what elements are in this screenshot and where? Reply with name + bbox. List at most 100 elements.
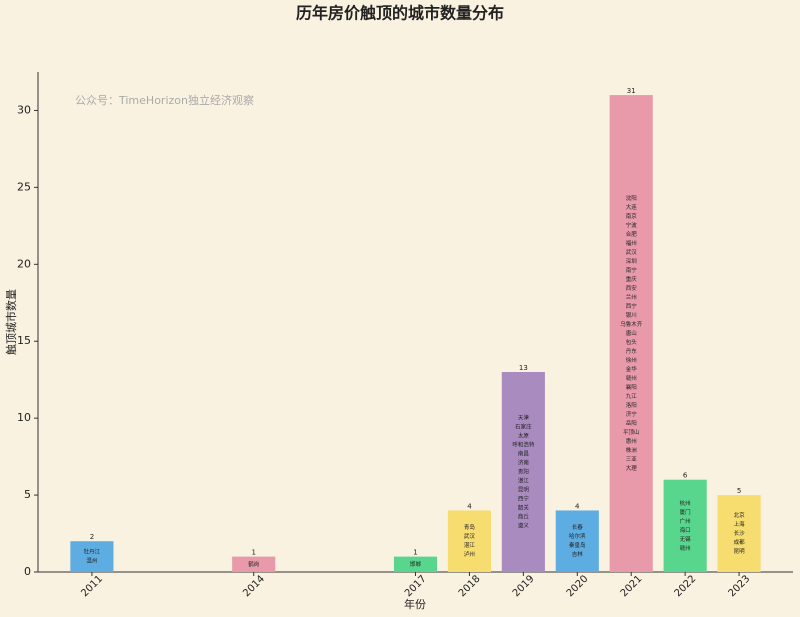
city-label: 徐州 xyxy=(626,356,637,364)
chart-title: 历年房价触顶的城市数量分布 xyxy=(296,4,504,23)
city-label: 湛江 xyxy=(518,478,530,485)
value-label: 4 xyxy=(467,502,472,510)
city-label: 长沙 xyxy=(734,529,746,537)
city-label: 武汉 xyxy=(626,248,638,256)
city-label: 平顶山 xyxy=(623,428,640,436)
bar xyxy=(393,556,438,572)
city-label: 赣州 xyxy=(626,374,637,382)
city-label: 重庆 xyxy=(626,275,638,283)
city-label: 惠州 xyxy=(626,437,637,445)
city-label: 牡丹江 xyxy=(84,548,101,556)
value-label: 6 xyxy=(683,472,688,480)
city-label: 包头 xyxy=(626,338,638,346)
city-label: 岳阳 xyxy=(626,419,637,427)
x-tick-label: 2022 xyxy=(673,573,699,599)
city-label: 天津 xyxy=(518,415,530,422)
city-label: 兰州 xyxy=(626,293,637,301)
value-label: 5 xyxy=(737,487,741,495)
city-label: 西宁 xyxy=(518,495,530,503)
city-label: 深圳 xyxy=(626,257,638,265)
value-label: 13 xyxy=(519,364,528,372)
city-label: 南昌 xyxy=(518,450,529,458)
bar xyxy=(555,510,599,572)
city-label: 襄阳 xyxy=(626,383,637,391)
city-label: 无锡 xyxy=(680,535,692,543)
city-label: 泸州 xyxy=(464,550,475,558)
city-label: 哈尔滨 xyxy=(569,532,586,540)
bar xyxy=(609,95,653,573)
city-label: 商丘 xyxy=(518,513,530,521)
city-label: 湛江 xyxy=(464,542,476,549)
city-label: 唐山 xyxy=(626,329,637,337)
x-tick-label: 2018 xyxy=(457,573,483,599)
bar xyxy=(70,541,114,572)
city-label: 杭州 xyxy=(680,499,691,507)
x-tick-label: 2019 xyxy=(511,573,537,599)
y-tick-label: 10 xyxy=(17,411,31,424)
x-axis-label: 年份 xyxy=(404,597,426,611)
y-tick-label: 15 xyxy=(17,334,31,347)
city-label: 西宁 xyxy=(626,302,638,310)
city-label: 大连 xyxy=(626,203,638,211)
y-tick-label: 20 xyxy=(17,257,31,270)
watermark: 公众号：TimeHorizon独立经济观察 xyxy=(75,93,254,107)
city-label: 银川 xyxy=(626,311,637,319)
value-label: 2 xyxy=(90,533,94,541)
city-label: 厦门 xyxy=(680,508,691,516)
bar xyxy=(232,556,276,572)
city-label: 昆明 xyxy=(734,548,746,555)
city-label: 西安 xyxy=(626,284,638,292)
y-tick-label: 0 xyxy=(24,565,31,578)
value-label: 4 xyxy=(575,502,580,510)
city-label: 邯郸 xyxy=(410,560,422,568)
y-axis-label: 触顶城市数量 xyxy=(4,289,18,355)
city-label: 济宁 xyxy=(626,410,638,418)
city-label: 金华 xyxy=(626,365,638,373)
city-label: 遵义 xyxy=(518,522,530,530)
city-label: 大理 xyxy=(626,464,638,472)
city-label: 三亚 xyxy=(626,456,638,463)
city-label: 昆明 xyxy=(518,487,530,494)
city-label: 宁波 xyxy=(626,221,638,229)
city-label: 丹东 xyxy=(626,347,638,355)
city-label: 吉林 xyxy=(572,550,584,558)
city-label: 广州 xyxy=(680,517,691,525)
city-label: 北京 xyxy=(734,511,746,519)
value-label: 1 xyxy=(413,549,417,557)
city-label: 青岛 xyxy=(464,523,476,531)
city-label: 上海 xyxy=(734,520,746,528)
y-tick-label: 5 xyxy=(24,488,31,501)
city-label: 九江 xyxy=(626,392,638,400)
city-label: 洛阳 xyxy=(626,401,637,409)
city-label: 福州 xyxy=(626,239,637,247)
city-label: 武汉 xyxy=(464,532,476,540)
city-label: 海口 xyxy=(680,526,691,534)
y-tick-label: 25 xyxy=(17,180,31,193)
x-tick-label: 2017 xyxy=(403,573,429,599)
city-label: 韶关 xyxy=(518,504,530,512)
bar xyxy=(717,495,761,572)
city-label: 秦皇岛 xyxy=(569,541,586,549)
city-label: 株洲 xyxy=(626,446,638,454)
city-label: 贵阳 xyxy=(518,468,529,476)
city-label: 南宁 xyxy=(626,266,638,274)
city-label: 赣州 xyxy=(680,544,691,552)
city-label: 温州 xyxy=(86,557,97,565)
value-label: 1 xyxy=(251,549,255,557)
x-tick-label: 2014 xyxy=(241,573,267,599)
city-label: 沈阳 xyxy=(626,194,637,202)
city-label: 鹤岗 xyxy=(248,560,259,568)
y-tick-label: 30 xyxy=(17,103,31,116)
city-label: 南京 xyxy=(626,212,638,220)
value-label: 31 xyxy=(627,87,636,95)
bar xyxy=(663,479,707,572)
city-label: 呼和浩特 xyxy=(512,441,535,449)
x-tick-label: 2020 xyxy=(565,573,591,599)
bar xyxy=(447,510,491,572)
city-label: 乌鲁木齐 xyxy=(620,320,643,328)
bar xyxy=(501,372,545,572)
city-label: 合肥 xyxy=(626,230,638,238)
city-label: 太原 xyxy=(518,432,530,440)
city-label: 济南 xyxy=(518,459,530,467)
